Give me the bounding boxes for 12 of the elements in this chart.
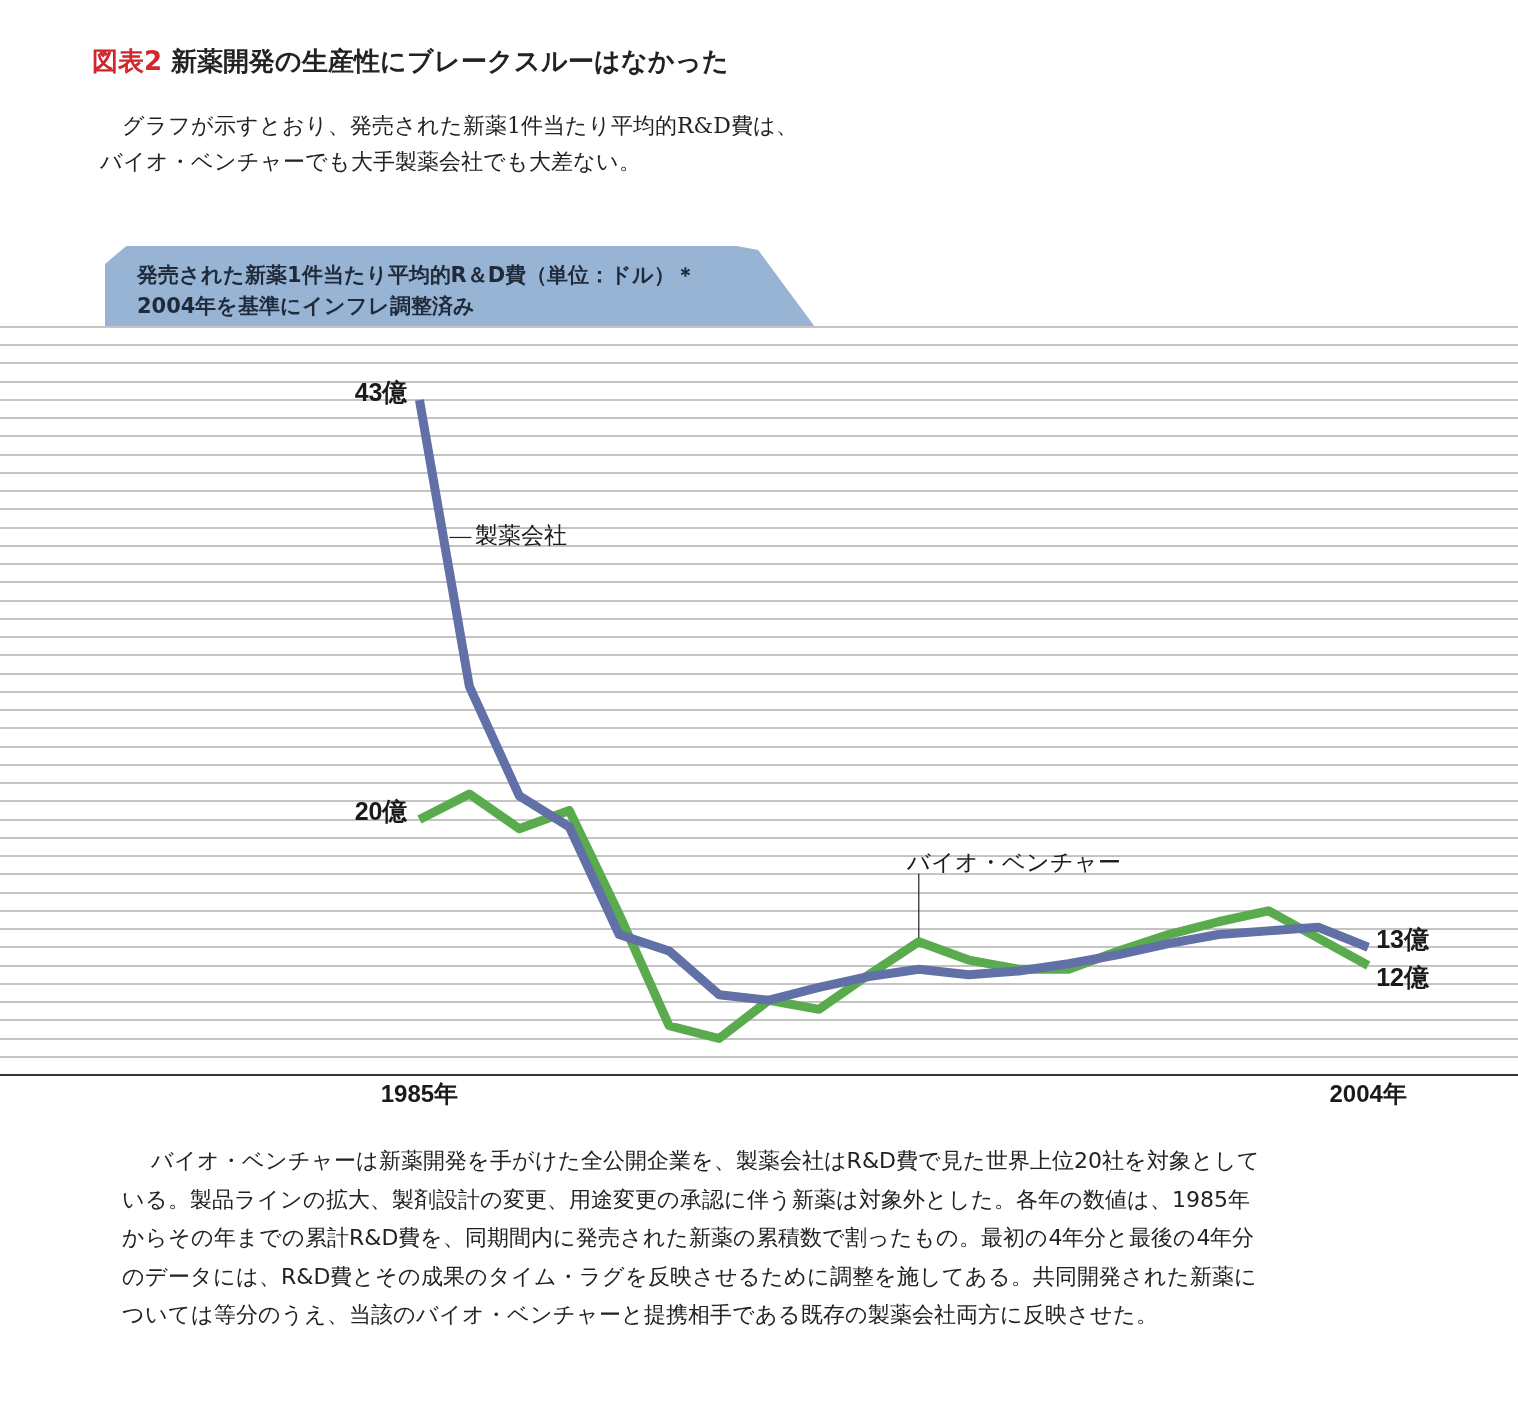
chart-title: 図表2 新薬開発の生産性にブレークスルーはなかった <box>92 45 730 78</box>
chart-subtitle: グラフが示すとおり、発売された新薬1件当たり平均的R&D費は、バイオ・ベンチャーでも大手製薬会社でも大差ない。 <box>100 112 799 176</box>
data-label: 13億 <box>1376 925 1431 954</box>
text: バイオ・ベンチャー <box>905 848 1121 875</box>
text: バイオ・ベンチャーは新薬開発を手がけた全公開企業を、製薬会社はR&D費で見た世界上位20社を対象としている。製品ラインの拡大、製剤設計の変更、用途変更の承認に伴う新薬は対象外とした。各年の数値は、1985年からその年までの累計R&D費を、同期間内に発売された新薬の累積数で割ったもの。最初の4年分と最後の4年分のデータには、R&D費とその成果のタイム・ラグを反映させるために調整を施してある。共同開発された新薬については等分のうえ、当該のバイオ・ベンチャーと提携相手である既存の製薬会社両方に反映させた。 <box>122 1147 1261 1329</box>
y-axis-title: 発売された新薬1件当たり平均的R＆D費（単位：ドル）＊2004年を基準にインフレ調整済み <box>136 262 697 320</box>
x-tick-label: 1985年 <box>380 1080 459 1108</box>
data-label: 20億 <box>354 797 409 826</box>
series-label: 製薬会社 <box>475 522 568 549</box>
data-label: 12億 <box>1376 963 1431 992</box>
data-label: 43億 <box>354 377 409 406</box>
x-tick-label: 2004年 <box>1329 1080 1407 1108</box>
